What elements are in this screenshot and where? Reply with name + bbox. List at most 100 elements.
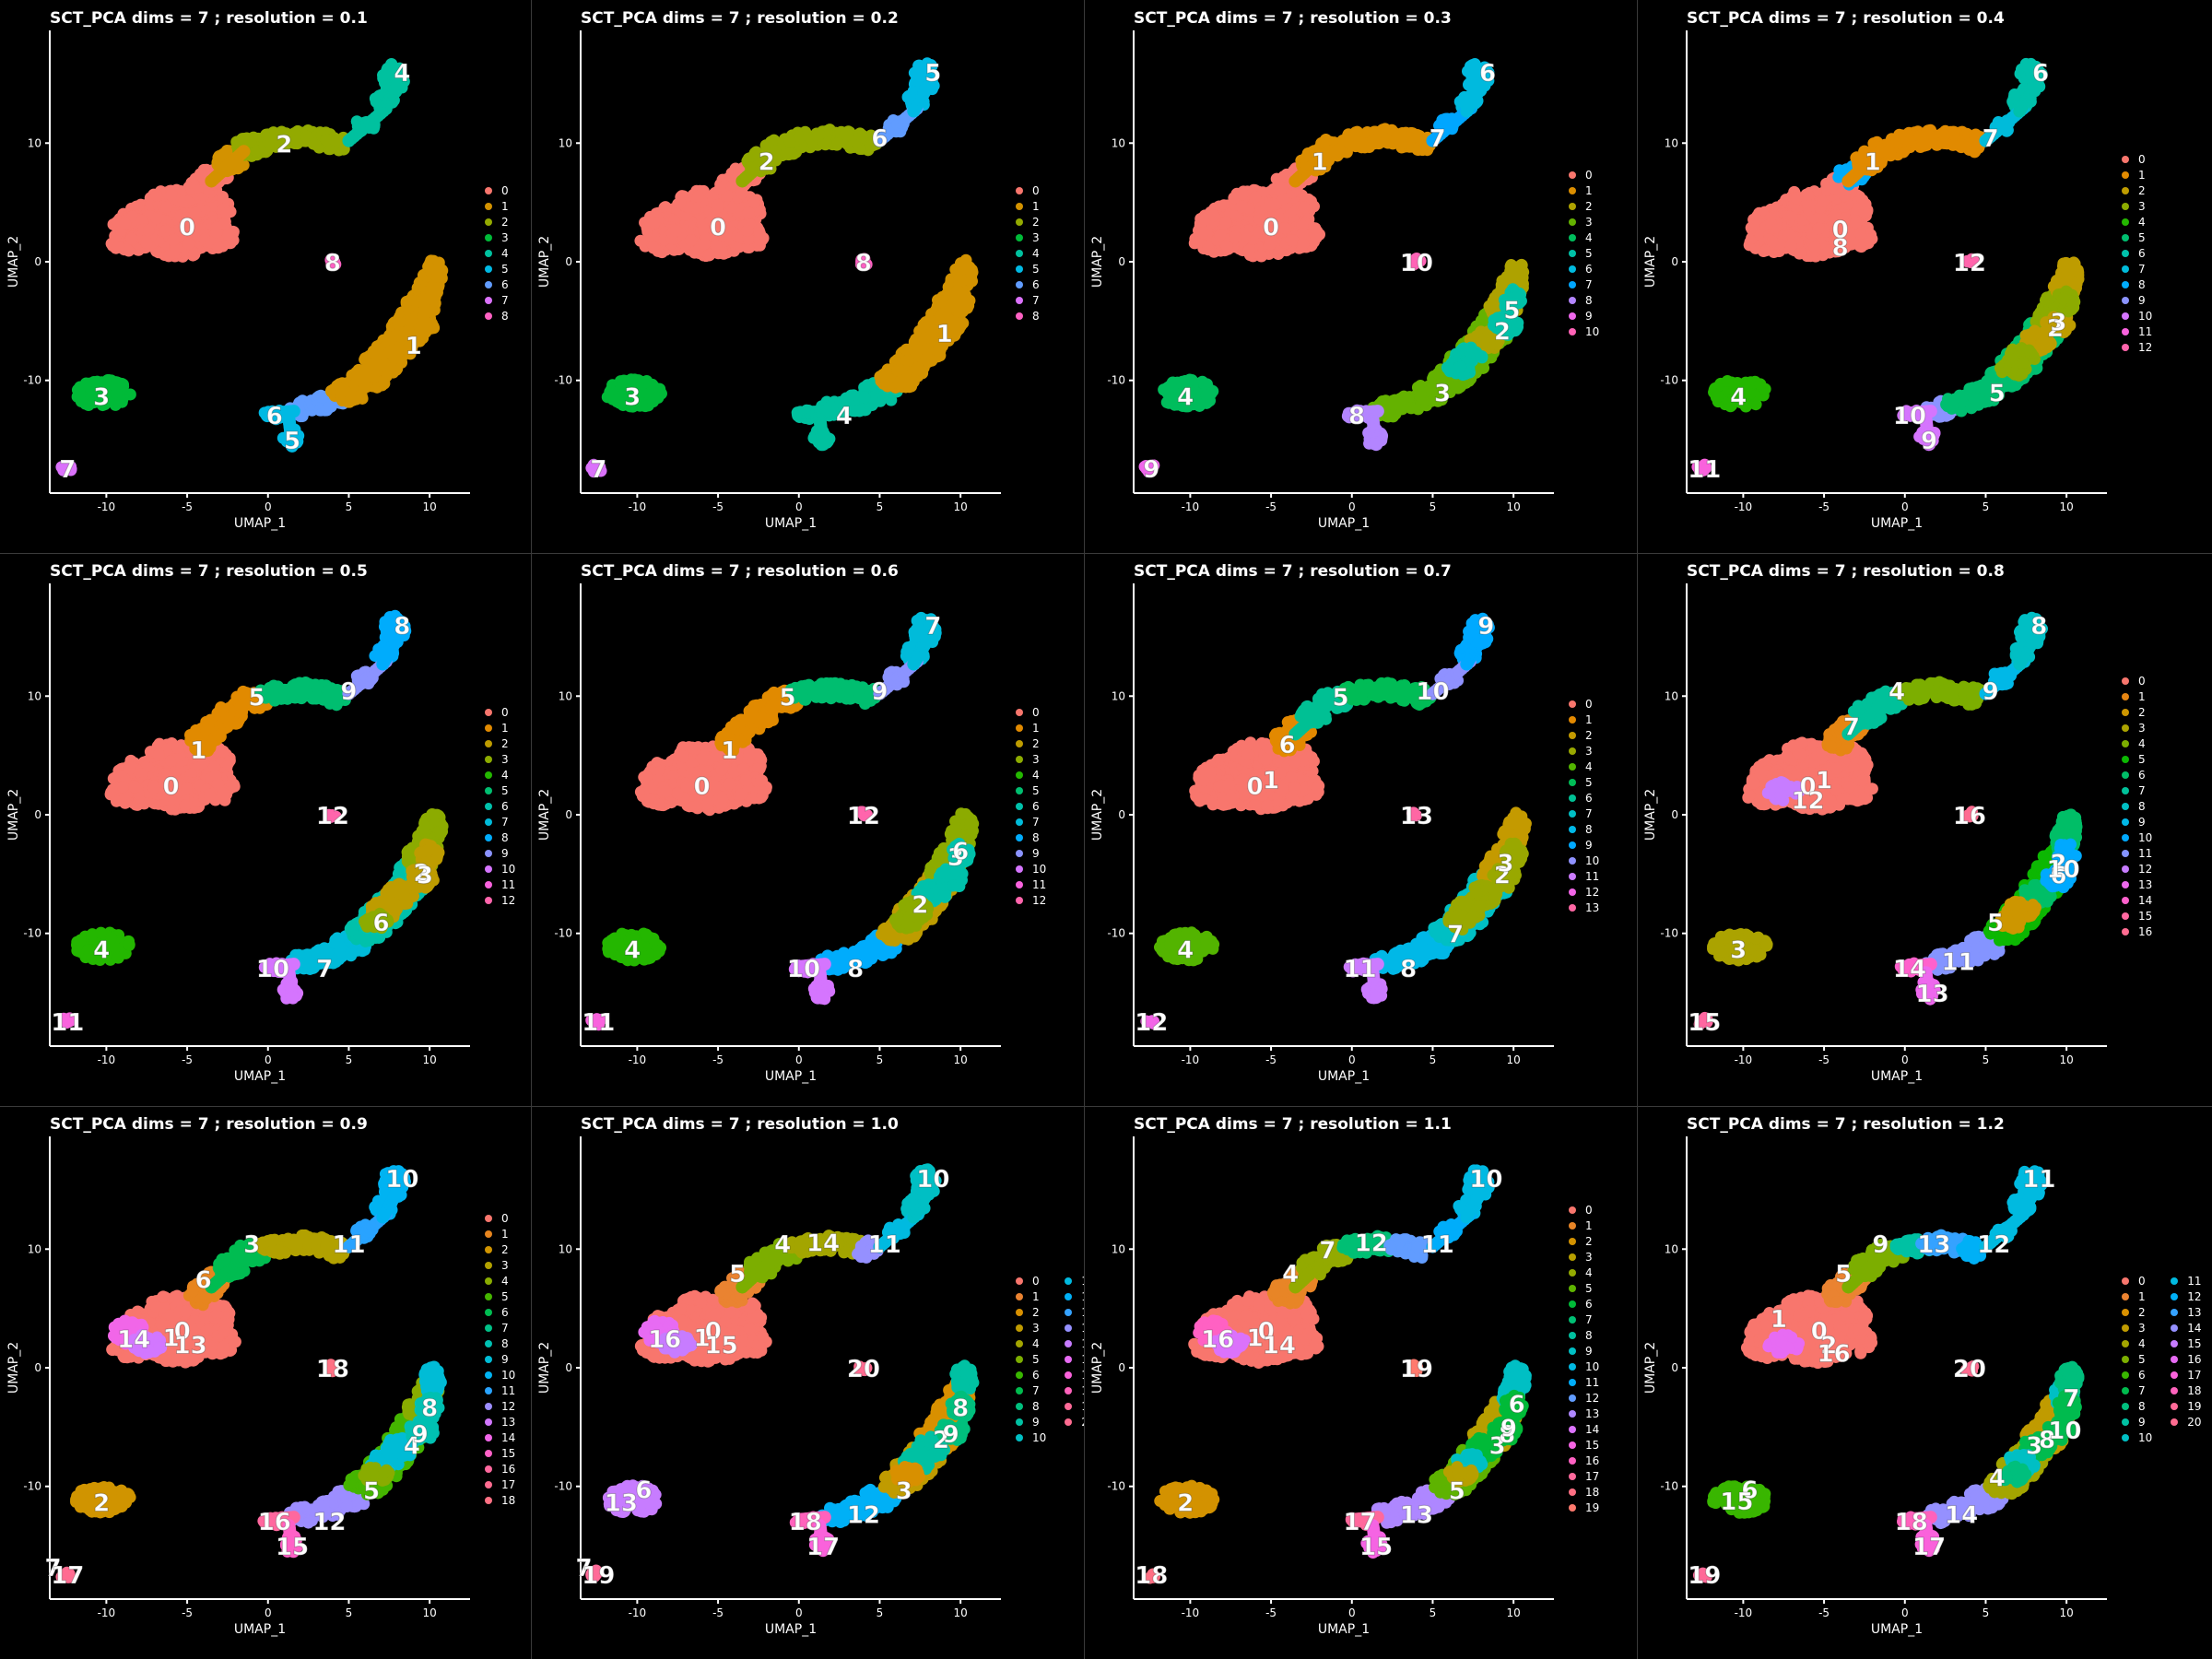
- cell-point: [855, 131, 868, 144]
- legend-swatch: [485, 186, 492, 194]
- x-tick-label: 10: [423, 500, 437, 513]
- cell-point: [212, 241, 225, 254]
- cell-point: [698, 222, 711, 235]
- legend-item: 7: [485, 292, 509, 308]
- cell-point: [165, 189, 178, 202]
- y-tick-label: 10: [28, 136, 41, 149]
- cell-point: [316, 391, 329, 404]
- cell-point: [119, 218, 132, 230]
- cell-point: [140, 237, 153, 250]
- cell-point: [418, 301, 431, 314]
- cell-point: [847, 389, 860, 402]
- cell-point: [612, 393, 625, 406]
- cluster-label: 5: [284, 428, 300, 455]
- cell-point: [959, 295, 971, 308]
- cell-point: [110, 387, 123, 400]
- legend-item: 2: [485, 214, 509, 229]
- cell-point: [388, 351, 401, 364]
- cell-point: [322, 402, 335, 415]
- panel-title: SCT_PCA dims = 7 ; resolution = 0.1: [50, 9, 368, 28]
- cell-point: [115, 395, 128, 408]
- cell-point: [714, 212, 727, 225]
- cell-point: [182, 238, 195, 251]
- cell-point: [829, 406, 841, 418]
- cell-point: [427, 291, 440, 304]
- legend-swatch: [485, 312, 492, 320]
- cluster-label: 6: [266, 403, 283, 430]
- cell-point: [861, 379, 874, 392]
- legend-item: 6: [485, 276, 509, 292]
- legend-item: 4: [485, 245, 509, 261]
- cell-point: [93, 388, 106, 401]
- y-tick-label: 0: [34, 255, 41, 268]
- cell-point: [963, 263, 976, 276]
- legend-swatch: [485, 233, 492, 241]
- cell-point: [150, 189, 163, 202]
- legend-swatch: [485, 249, 492, 257]
- cell-point: [900, 343, 912, 356]
- legend-label: 4: [501, 247, 509, 260]
- cell-point: [188, 248, 201, 261]
- cluster-label: 0: [179, 214, 195, 241]
- cell-point: [385, 68, 398, 81]
- cell-point: [291, 135, 304, 147]
- cell-point: [260, 128, 273, 141]
- legend-label: 8: [501, 310, 509, 323]
- legend-label: 0: [501, 184, 509, 197]
- cell-point: [370, 359, 382, 371]
- cell-point: [918, 332, 931, 345]
- cell-point: [406, 338, 418, 351]
- cluster-label: 4: [394, 60, 410, 88]
- cell-point: [710, 240, 723, 253]
- cell-point: [222, 228, 235, 241]
- cell-point: [425, 322, 438, 335]
- point-cloud: [55, 57, 449, 477]
- cell-point: [748, 195, 761, 208]
- cell-point: [286, 438, 300, 452]
- cell-point: [330, 135, 343, 147]
- legend-swatch: [485, 202, 492, 210]
- cluster-label: 1: [406, 333, 422, 360]
- cell-point: [768, 134, 781, 147]
- umap-panel: -10 -5 0 5 10 -10 0 10 UMAP_1 UMAP_2 0 1 2 3 4 5 6 7 8 SCT_…: [0, 0, 531, 553]
- cell-point: [712, 199, 724, 212]
- cell-point: [742, 206, 755, 219]
- cell-point: [167, 233, 180, 246]
- umap-panel: -10 -5 0 5 10 -10 0 10 UMAP_1 UMAP_2 0 1 2 3 4 5 6 7 8 SCT_…: [531, 0, 1084, 553]
- cell-point: [912, 59, 925, 72]
- legend-item: 0: [485, 182, 509, 198]
- cell-point: [951, 284, 964, 297]
- legend-swatch: [485, 218, 492, 226]
- cell-point: [660, 202, 673, 215]
- cell-point: [181, 212, 194, 225]
- cell-point: [125, 232, 138, 245]
- cell-point: [647, 240, 660, 253]
- cell-point: [753, 227, 766, 240]
- cell-point: [848, 405, 861, 418]
- cell-point: [430, 270, 443, 283]
- cell-point: [65, 460, 77, 473]
- legend-label: 6: [501, 278, 509, 291]
- cell-point: [891, 364, 904, 377]
- cell-point: [268, 129, 281, 142]
- legend-item: 5: [485, 261, 509, 276]
- cell-point: [73, 385, 86, 398]
- x-tick-label: 5: [346, 500, 353, 513]
- legend-item: 8: [485, 308, 509, 324]
- cell-point: [669, 225, 682, 238]
- cell-point: [783, 135, 796, 148]
- cell-point: [858, 391, 871, 404]
- cell-point: [160, 201, 173, 214]
- legend-label: 7: [501, 294, 509, 307]
- cell-point: [169, 243, 182, 256]
- cell-point: [735, 186, 748, 199]
- cell-point: [964, 275, 977, 288]
- cell-point: [648, 217, 661, 229]
- cluster-label: 3: [93, 383, 110, 411]
- cell-point: [952, 316, 965, 329]
- y-tick-label: -10: [23, 374, 41, 387]
- cell-point: [691, 190, 704, 203]
